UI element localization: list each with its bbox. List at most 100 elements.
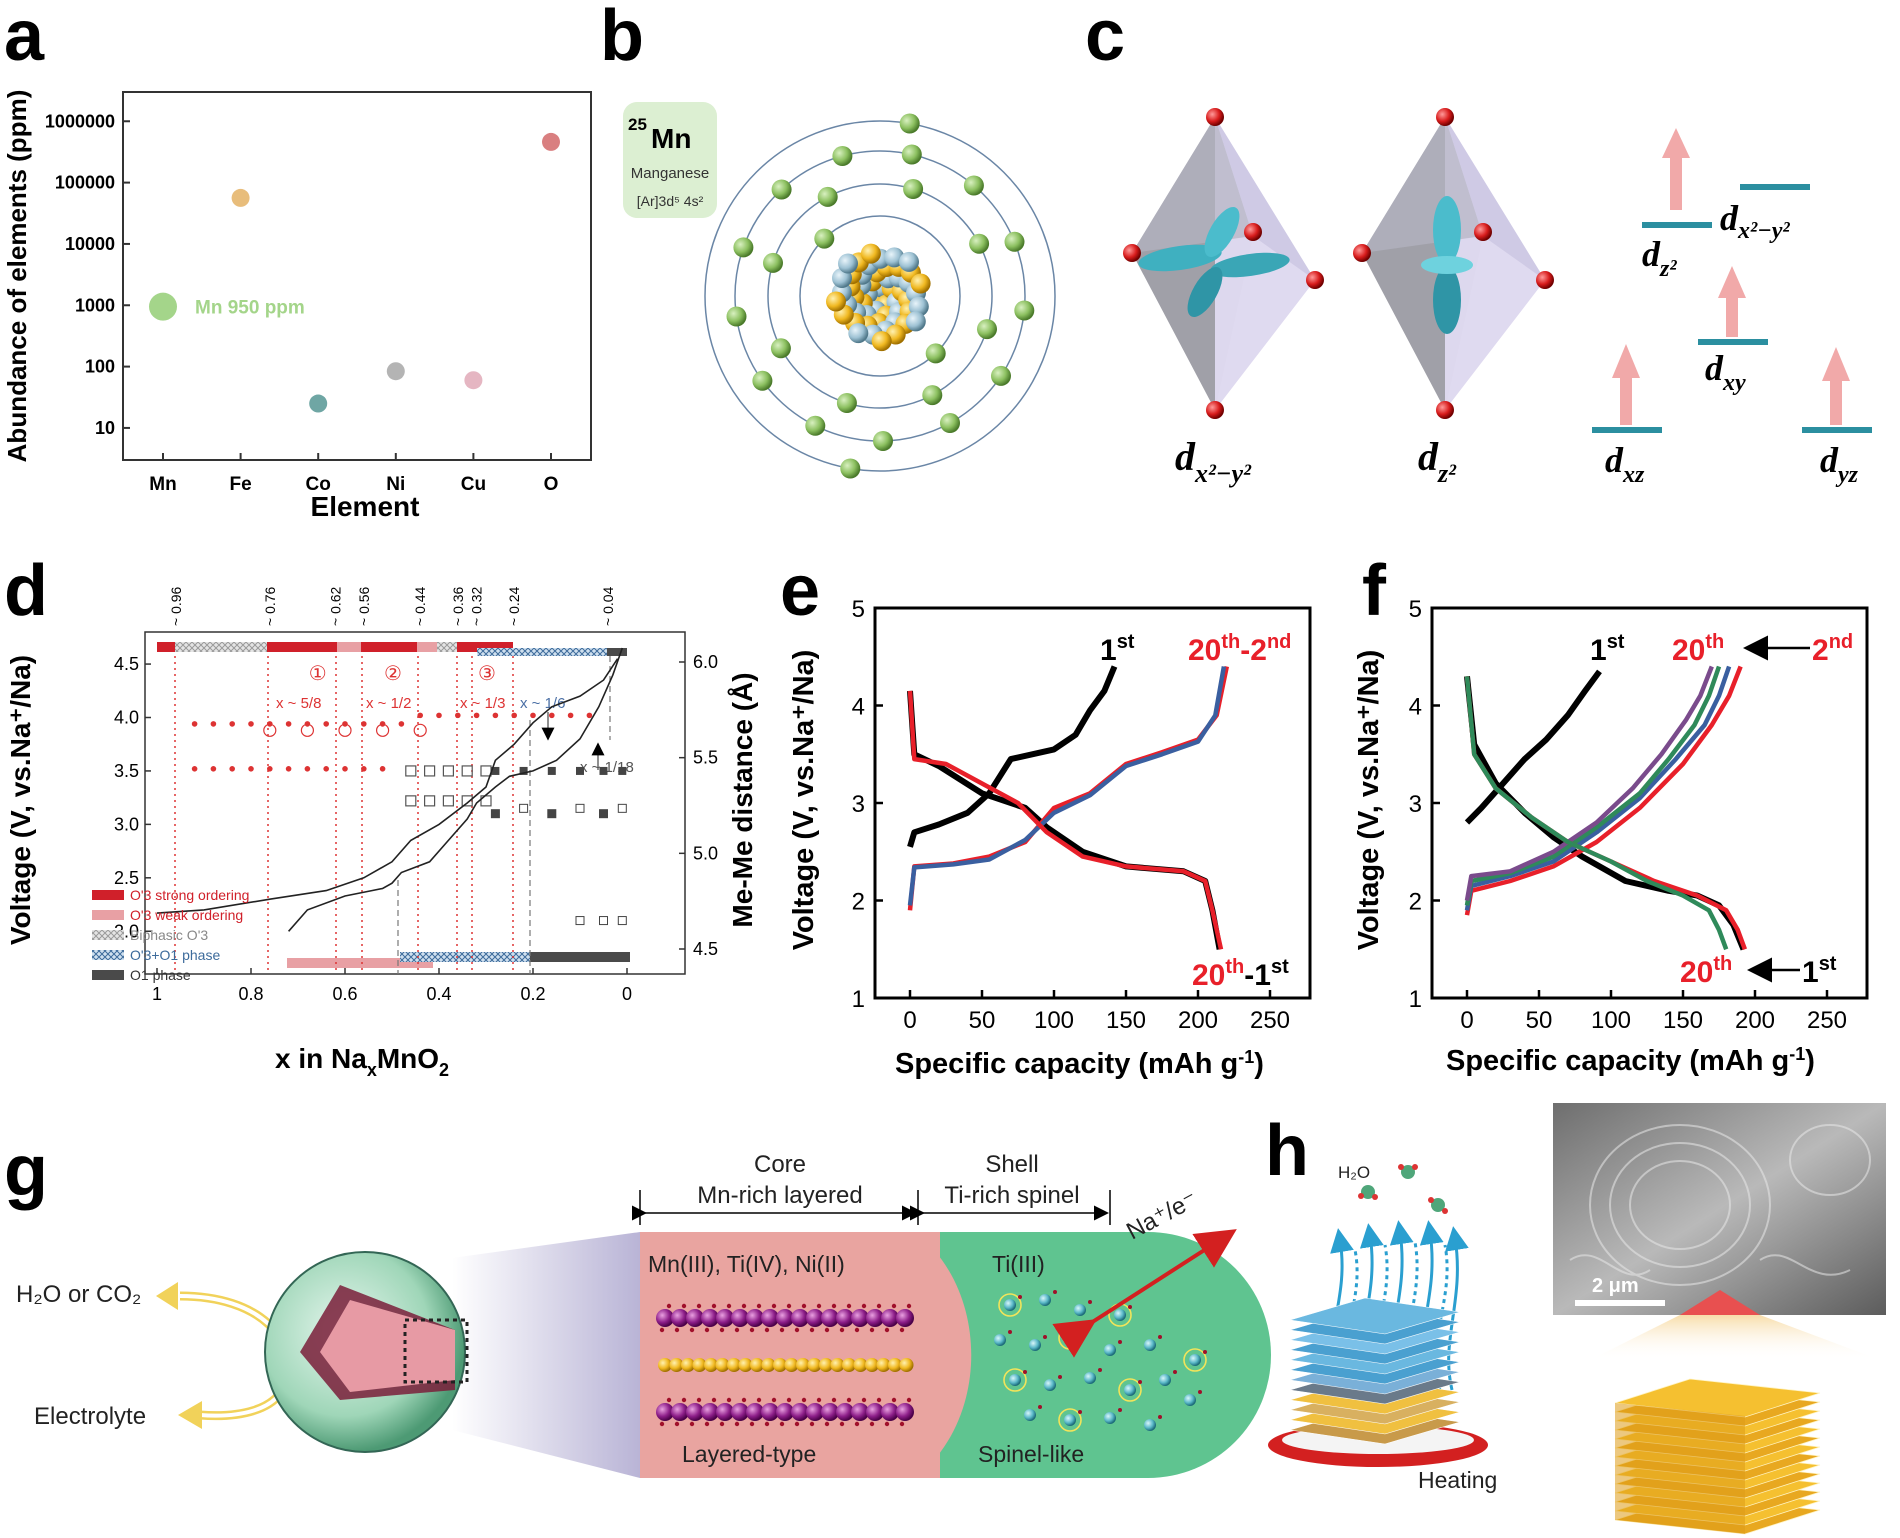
shell-title: Shell bbox=[985, 1151, 1038, 1178]
nucleon bbox=[838, 253, 858, 274]
marker bbox=[490, 809, 500, 819]
marker bbox=[530, 712, 536, 719]
ti-atom bbox=[1144, 1339, 1156, 1351]
ti-atom bbox=[1024, 1409, 1036, 1421]
phase-guides bbox=[174, 656, 514, 974]
electron bbox=[901, 144, 922, 165]
electron bbox=[977, 319, 997, 340]
x-tick-label: 250 bbox=[1807, 1007, 1847, 1034]
panel-label-d: d bbox=[4, 551, 48, 631]
oxygen bbox=[1173, 1370, 1177, 1374]
ion-arrow bbox=[1052, 1229, 1237, 1358]
oxygen bbox=[884, 1327, 890, 1333]
mn-atom bbox=[731, 1309, 749, 1327]
oxygen bbox=[696, 1303, 702, 1309]
oxygen bbox=[666, 1303, 672, 1309]
electron bbox=[832, 146, 853, 166]
electron bbox=[903, 179, 924, 199]
y-tick-label: 2 bbox=[852, 889, 865, 916]
composition-label: x ~ 5/8 bbox=[276, 695, 321, 712]
marker bbox=[338, 723, 352, 737]
panel-e-xlabel: Specific capacity (mAh g-1) bbox=[895, 1047, 1264, 1080]
nucleon bbox=[908, 296, 929, 317]
oxygen bbox=[831, 1397, 837, 1403]
data-point-mn bbox=[149, 292, 177, 321]
oxygen bbox=[876, 1397, 882, 1403]
marker bbox=[248, 721, 254, 727]
f-label-top-b: 2nd bbox=[1812, 631, 1853, 667]
electron bbox=[899, 113, 920, 134]
nucleon bbox=[860, 243, 881, 264]
oxygen bbox=[869, 1421, 875, 1427]
oxygen bbox=[839, 1421, 845, 1427]
oxygen bbox=[869, 1327, 875, 1333]
panel-b-atom: 25 Mn Manganese [Ar]3d⁵ 4s² bbox=[623, 102, 1056, 479]
panel-a-frame bbox=[122, 91, 592, 461]
discharge-curve bbox=[156, 658, 619, 914]
oxygen bbox=[899, 1421, 905, 1427]
shell-type: Spinel-like bbox=[978, 1441, 1084, 1467]
oxygen bbox=[786, 1303, 792, 1309]
panel-d-legend: O'3 strong ordering O'3 weak ordering Bi… bbox=[92, 887, 249, 983]
marker bbox=[263, 723, 277, 737]
block-side bbox=[1615, 1403, 1745, 1534]
panel-a-ylabel: Abundance of elements (ppm) bbox=[2, 90, 32, 463]
marker bbox=[618, 766, 627, 775]
composition-label: x ~ 1/2 bbox=[366, 695, 411, 712]
electrons bbox=[726, 113, 1035, 479]
layered-block bbox=[1614, 1378, 1821, 1535]
oxygen bbox=[674, 1327, 680, 1333]
y-tick-label: 3 bbox=[852, 791, 865, 818]
series-discharge-green bbox=[1464, 676, 1729, 951]
spinel-site bbox=[998, 1293, 1022, 1317]
na-atom bbox=[727, 1358, 741, 1372]
x-tick-label: 50 bbox=[1526, 1007, 1553, 1034]
ti-atom bbox=[1064, 1414, 1076, 1426]
panel-g-coreshell: H₂O or CO₂ Electrolyte Core Mn-rich laye… bbox=[16, 1151, 1271, 1478]
data-point-fe bbox=[231, 188, 250, 207]
x-tick-label: 0.4 bbox=[426, 984, 451, 1004]
mn-atom bbox=[806, 1403, 824, 1421]
mn-atom bbox=[806, 1309, 824, 1327]
nucleon bbox=[910, 273, 931, 294]
nucleon bbox=[848, 323, 869, 344]
mn-atom bbox=[851, 1309, 869, 1327]
oxygen bbox=[734, 1327, 740, 1333]
svg-text:③: ③ bbox=[478, 663, 496, 685]
y-tick-label: 4 bbox=[1409, 694, 1422, 721]
oxygen bbox=[756, 1397, 762, 1403]
electron bbox=[991, 365, 1011, 386]
marker bbox=[304, 766, 311, 772]
top-marker-label: ~ 0.04 bbox=[600, 586, 616, 626]
x-tick-label: O bbox=[544, 474, 559, 495]
y-tick-label: 5 bbox=[852, 596, 865, 623]
oxygen bbox=[824, 1327, 830, 1333]
panel-d-y2label: Me-Me distance (Å) bbox=[727, 672, 758, 927]
mn-atom bbox=[671, 1309, 689, 1327]
f-curves bbox=[1464, 665, 1748, 951]
oxygen bbox=[809, 1327, 815, 1333]
x-tick-label: 100 bbox=[1034, 1007, 1074, 1034]
series-charge-blue bbox=[1464, 665, 1732, 911]
marker bbox=[547, 766, 556, 775]
output-label: Electrolyte bbox=[34, 1403, 146, 1430]
core-type: Layered-type bbox=[682, 1441, 816, 1467]
oxygen bbox=[861, 1397, 867, 1403]
mn-atom bbox=[791, 1309, 809, 1327]
spinel-site bbox=[1118, 1378, 1142, 1402]
marker bbox=[511, 712, 517, 719]
y-tick-label: 3.5 bbox=[114, 761, 139, 781]
oxygen bbox=[764, 1327, 770, 1333]
oxygen bbox=[891, 1303, 897, 1309]
x-tick-label: 100 bbox=[1591, 1007, 1631, 1034]
mn-atom bbox=[881, 1309, 899, 1327]
oxygen bbox=[681, 1397, 687, 1403]
sem-image bbox=[1553, 1103, 1886, 1315]
x-tick-label: 250 bbox=[1250, 1007, 1290, 1034]
electron bbox=[873, 431, 893, 451]
nucleus bbox=[826, 243, 931, 352]
composition-label: x ~ 1/6 bbox=[520, 695, 565, 712]
oxygen bbox=[1203, 1350, 1207, 1354]
marker bbox=[575, 916, 585, 926]
